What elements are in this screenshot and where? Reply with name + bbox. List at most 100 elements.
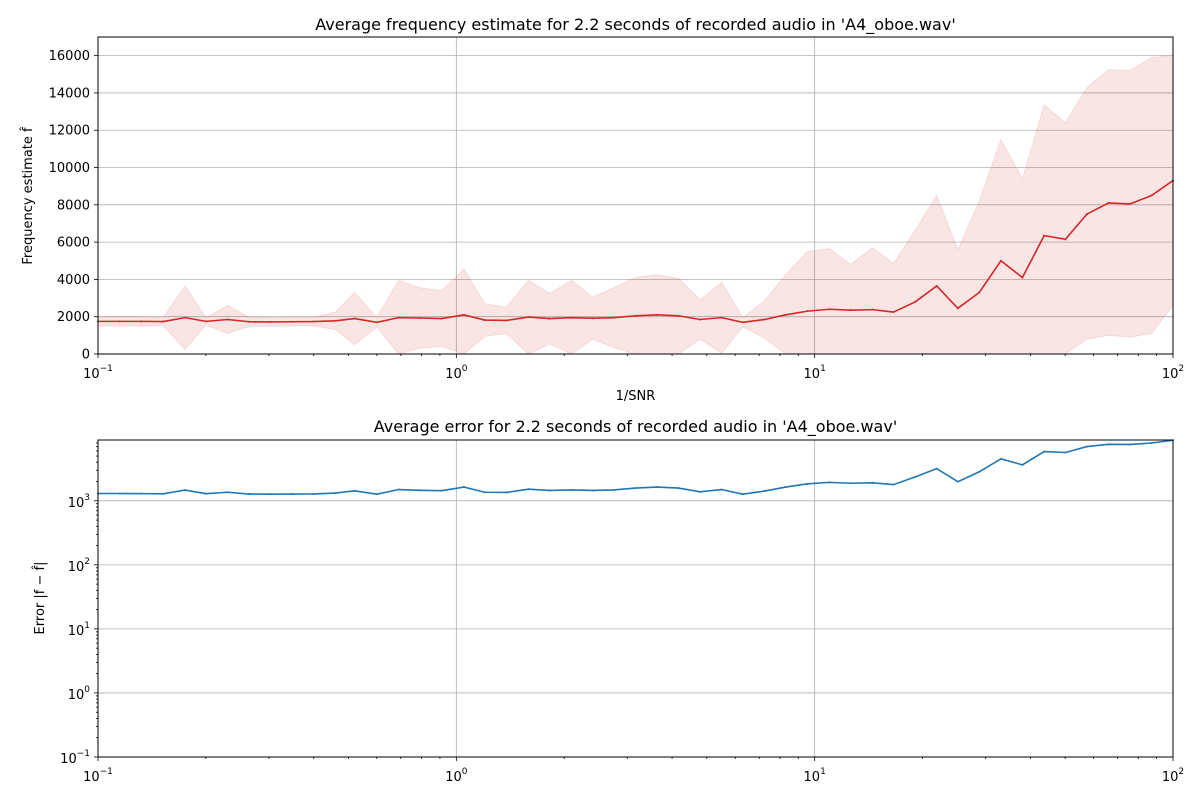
top-data-point xyxy=(1085,213,1088,216)
bottom-y-tick-label: 103 xyxy=(68,493,90,511)
top-data-point xyxy=(849,309,852,312)
bottom-data-point xyxy=(375,493,378,496)
top-data-point xyxy=(291,320,294,323)
top-data-point xyxy=(935,284,938,287)
top-data-point xyxy=(999,259,1002,262)
bottom-data-point xyxy=(634,487,637,490)
bottom-data-point xyxy=(162,492,165,495)
top-y-tick-label: 10000 xyxy=(49,161,90,176)
bottom-x-ticks: 10−1 100 101 102 xyxy=(83,757,1184,785)
top-data-point xyxy=(956,307,959,310)
top-data-point xyxy=(806,310,809,313)
bottom-data-point xyxy=(312,492,315,495)
top-data-point xyxy=(978,291,981,294)
bottom-data-point xyxy=(1043,450,1046,453)
top-data-point xyxy=(1021,276,1024,279)
error-panel: Average error for 2.2 seconds of recorde… xyxy=(33,417,1185,785)
top-data-point xyxy=(1064,238,1067,241)
bottom-x-tick-label: 10−1 xyxy=(83,767,113,785)
top-y-tick-label: 8000 xyxy=(57,198,90,213)
top-y-axis-label: Frequency estimate f̂ xyxy=(21,127,36,265)
bottom-x-tick-label: 102 xyxy=(1162,767,1184,785)
top-x-tick-label: 100 xyxy=(445,364,468,382)
bottom-y-tick-label: 10−1 xyxy=(60,749,90,767)
bottom-data-point xyxy=(204,492,207,495)
top-data-point xyxy=(1150,194,1153,197)
bottom-data-point xyxy=(483,491,486,494)
bottom-data-point xyxy=(699,490,702,493)
bottom-data-point xyxy=(828,481,831,484)
bottom-data-point xyxy=(1064,451,1067,454)
top-data-point xyxy=(140,320,143,323)
top-x-tick-label: 102 xyxy=(1162,364,1184,382)
bottom-data-point xyxy=(291,493,294,496)
top-data-point xyxy=(892,311,895,314)
bottom-y-tick-label: 102 xyxy=(68,557,90,575)
top-data-point xyxy=(1107,201,1110,204)
bottom-data-point xyxy=(548,489,551,492)
top-data-point xyxy=(462,313,465,316)
bottom-data-point xyxy=(462,486,465,489)
bottom-data-point xyxy=(440,489,443,492)
bottom-data-point xyxy=(140,492,143,495)
top-data-point xyxy=(162,320,165,323)
top-data-point xyxy=(226,318,229,321)
bottom-data-point xyxy=(118,492,121,495)
top-data-point xyxy=(570,316,573,319)
bottom-x-tick-label: 101 xyxy=(804,767,826,785)
bottom-chart-title: Average error for 2.2 seconds of recorde… xyxy=(374,417,897,437)
bottom-data-point xyxy=(871,481,874,484)
bottom-data-point xyxy=(397,488,400,491)
bottom-data-point xyxy=(184,489,187,492)
bottom-data-point xyxy=(353,489,356,492)
top-data-point xyxy=(1129,202,1132,205)
top-y-tick-label: 14000 xyxy=(49,86,90,101)
bottom-data-point xyxy=(763,490,766,493)
top-chart-title: Average frequency estimate for 2.2 secon… xyxy=(315,15,955,35)
top-y-tick-label: 16000 xyxy=(49,49,90,64)
top-data-point xyxy=(763,318,766,321)
bottom-data-point xyxy=(226,491,229,494)
top-data-point xyxy=(312,320,315,323)
bottom-data-point xyxy=(334,492,337,495)
top-data-point xyxy=(440,317,443,320)
top-y-tick-label: 6000 xyxy=(57,236,90,251)
bottom-data-point xyxy=(849,482,852,485)
bottom-data-point xyxy=(505,491,508,494)
top-data-point xyxy=(334,319,337,322)
bottom-data-point xyxy=(248,493,251,496)
bottom-data-point xyxy=(269,493,272,496)
top-data-point xyxy=(914,300,917,303)
top-data-point xyxy=(204,320,207,323)
top-data-point xyxy=(720,316,723,319)
bottom-data-point xyxy=(591,489,594,492)
top-data-point xyxy=(353,317,356,320)
bottom-data-point xyxy=(677,487,680,490)
frequency-estimate-panel: Average frequency estimate for 2.2 secon… xyxy=(21,15,1185,404)
bottom-y-tick-label: 100 xyxy=(68,685,91,703)
top-series-points xyxy=(97,179,1174,324)
bottom-data-point xyxy=(806,482,809,485)
bottom-data-point xyxy=(527,488,530,491)
top-data-point xyxy=(248,320,251,323)
top-x-axis-label: 1/SNR xyxy=(616,389,656,404)
top-y-tick-label: 12000 xyxy=(49,124,90,139)
top-data-point xyxy=(505,319,508,322)
top-data-point xyxy=(699,318,702,321)
top-data-point xyxy=(871,308,874,311)
bottom-y-ticks: 10−1 100 101 102 103 xyxy=(60,442,98,767)
top-data-point xyxy=(397,316,400,319)
top-data-point xyxy=(483,319,486,322)
top-data-point xyxy=(269,320,272,323)
top-data-point xyxy=(118,320,121,323)
bottom-y-axis-label: Error |f − f̂| xyxy=(33,562,48,635)
top-data-point xyxy=(591,317,594,320)
top-y-ticks: 0 2000 4000 6000 8000 10000 12000 14000 16000 xyxy=(49,49,98,363)
bottom-data-point xyxy=(784,486,787,489)
bottom-data-point xyxy=(1129,443,1132,446)
bottom-data-point xyxy=(1085,445,1088,448)
bottom-data-point xyxy=(612,488,615,491)
top-plot-frame xyxy=(97,36,1174,355)
